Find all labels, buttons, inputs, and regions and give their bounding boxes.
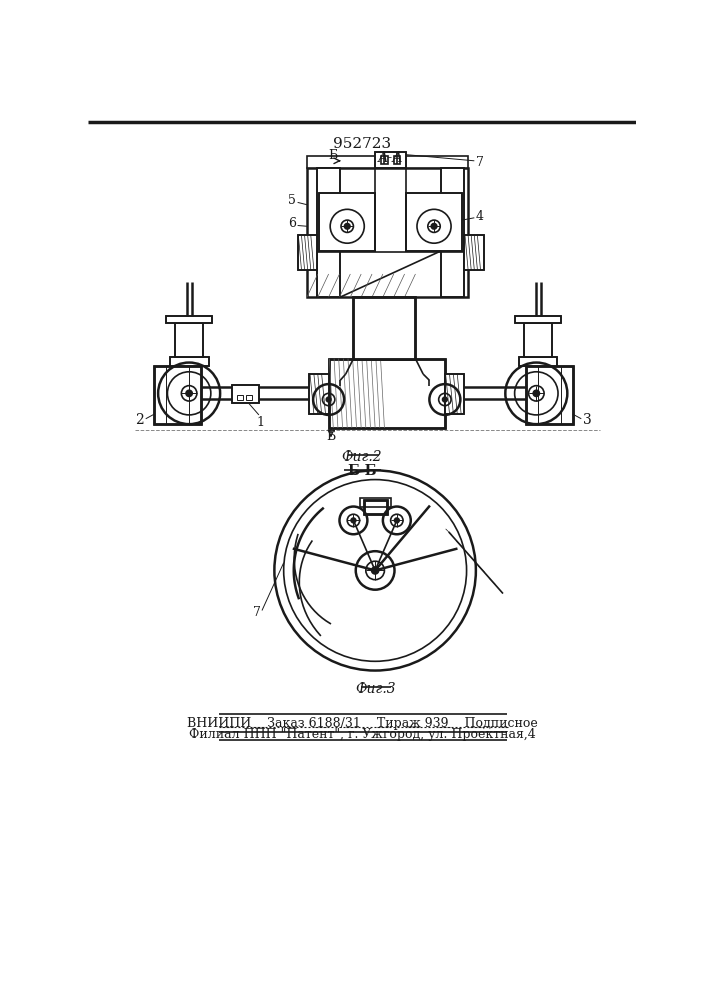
Bar (441, 168, 464, 297)
Bar (375, 152, 406, 168)
Bar (526, 366, 573, 424)
Text: 952723: 952723 (333, 137, 391, 151)
Bar (154, 366, 201, 424)
Bar (406, 193, 462, 251)
Bar (394, 156, 400, 164)
Bar (237, 395, 243, 400)
Text: Б: Б (329, 149, 338, 162)
Bar (298, 235, 317, 270)
Text: 5: 5 (288, 194, 296, 207)
Text: Б: Б (327, 430, 336, 443)
Bar (232, 385, 259, 403)
Bar (363, 500, 387, 514)
Bar (175, 323, 203, 357)
Bar (309, 374, 329, 414)
Bar (320, 193, 375, 251)
Circle shape (351, 518, 356, 523)
Text: 4: 4 (476, 210, 484, 223)
Text: 6: 6 (288, 217, 296, 230)
Bar (518, 357, 557, 366)
Bar (309, 374, 329, 414)
Text: 2: 2 (136, 413, 144, 427)
Bar (232, 385, 259, 403)
Bar (406, 193, 462, 251)
Bar (464, 235, 484, 270)
Text: 7: 7 (252, 606, 260, 619)
Text: Фиг.3: Фиг.3 (355, 682, 395, 696)
Bar (518, 357, 557, 366)
Bar (175, 323, 203, 357)
Bar (360, 498, 391, 507)
Bar (247, 395, 252, 400)
Bar (320, 193, 375, 251)
Bar (329, 359, 445, 428)
Bar (524, 323, 552, 357)
Text: А-А: А-А (378, 151, 404, 165)
Text: Фиг.2: Фиг.2 (341, 450, 382, 464)
Bar (166, 316, 212, 323)
Circle shape (327, 397, 331, 402)
Circle shape (372, 567, 378, 574)
Bar (445, 374, 464, 414)
Bar (464, 235, 484, 270)
Text: Б-Б: Б-Б (347, 464, 377, 478)
Bar (307, 168, 468, 297)
Text: 1: 1 (257, 416, 264, 429)
Bar (298, 235, 317, 270)
Bar (515, 316, 561, 323)
Bar (166, 316, 212, 323)
Bar (445, 374, 464, 414)
Circle shape (432, 224, 436, 229)
Bar (381, 156, 387, 164)
Circle shape (345, 224, 349, 229)
Bar (524, 323, 552, 357)
Text: Филиал ППП "Патент", г. Ужгород, ул. Проектная,4: Филиал ППП "Патент", г. Ужгород, ул. Про… (189, 728, 536, 741)
Bar (441, 168, 464, 297)
Bar (375, 152, 406, 168)
Bar (154, 366, 201, 424)
Bar (170, 357, 209, 366)
Bar (363, 500, 387, 514)
Text: 7: 7 (476, 156, 484, 169)
Bar (329, 359, 445, 428)
Bar (526, 366, 573, 424)
Circle shape (533, 390, 539, 396)
Bar (354, 297, 416, 359)
Circle shape (395, 518, 399, 523)
Bar (317, 168, 340, 297)
Bar (317, 168, 340, 297)
Text: 3: 3 (583, 413, 592, 427)
Bar (354, 297, 416, 359)
Text: ВНИИПИ    Заказ 6188/31    Тираж 939    Подписное: ВНИИПИ Заказ 6188/31 Тираж 939 Подписное (187, 717, 538, 730)
Bar (170, 357, 209, 366)
Circle shape (186, 390, 192, 396)
Circle shape (443, 397, 448, 402)
Bar (515, 316, 561, 323)
Bar (307, 156, 468, 168)
